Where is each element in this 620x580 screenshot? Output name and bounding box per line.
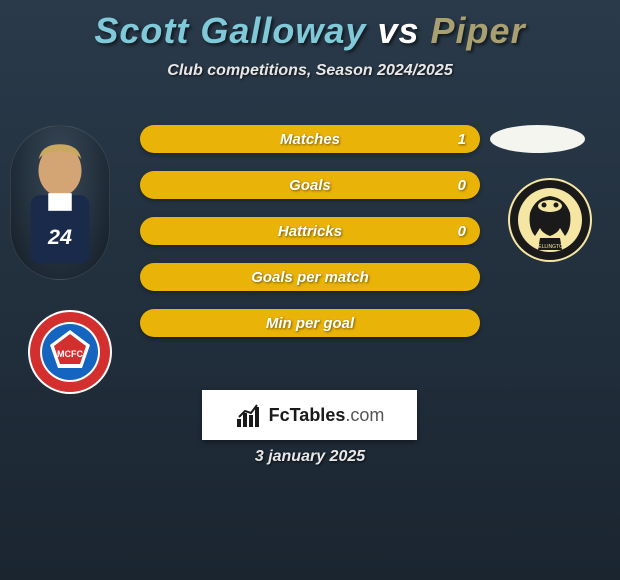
chart-icon <box>235 401 263 429</box>
brand-suffix: .com <box>345 405 384 425</box>
vs-text: vs <box>377 10 419 51</box>
stat-label: Goals per match <box>251 269 369 286</box>
stat-label: Hattricks <box>278 223 342 240</box>
svg-text:WELLINGTON: WELLINGTON <box>534 244 567 250</box>
stat-row-min-per-goal: Min per goal <box>140 309 480 337</box>
date-text: 3 january 2025 <box>0 448 620 466</box>
brand-name: FcTables <box>269 405 346 425</box>
stat-row-matches: Matches 1 <box>140 125 480 153</box>
player2-club-badge: WELLINGTON <box>500 178 600 263</box>
player1-name: Scott Galloway <box>94 10 366 51</box>
brand-watermark: FcTables.com <box>202 390 417 440</box>
stat-label: Matches <box>280 131 340 148</box>
stat-row-goals: Goals 0 <box>140 171 480 199</box>
stat-label: Min per goal <box>266 315 354 332</box>
stat-value: 0 <box>458 223 466 240</box>
stat-label: Goals <box>289 177 331 194</box>
stat-value: 1 <box>458 131 466 148</box>
player1-photo: 24 <box>10 125 110 280</box>
player1-club-badge: MCFC <box>20 310 120 395</box>
brand-text: FcTables.com <box>269 405 385 426</box>
player2-name: Piper <box>431 10 526 51</box>
stat-row-hattricks: Hattricks 0 <box>140 217 480 245</box>
stat-row-goals-per-match: Goals per match <box>140 263 480 291</box>
stat-value: 0 <box>458 177 466 194</box>
comparison-title: Scott Galloway vs Piper <box>0 0 620 52</box>
svg-text:MCFC: MCFC <box>57 349 83 359</box>
svg-text:24: 24 <box>47 224 72 249</box>
stats-container: Matches 1 Goals 0 Hattricks 0 Goals per … <box>140 125 480 355</box>
player2-photo <box>490 125 585 153</box>
subtitle: Club competitions, Season 2024/2025 <box>0 62 620 80</box>
